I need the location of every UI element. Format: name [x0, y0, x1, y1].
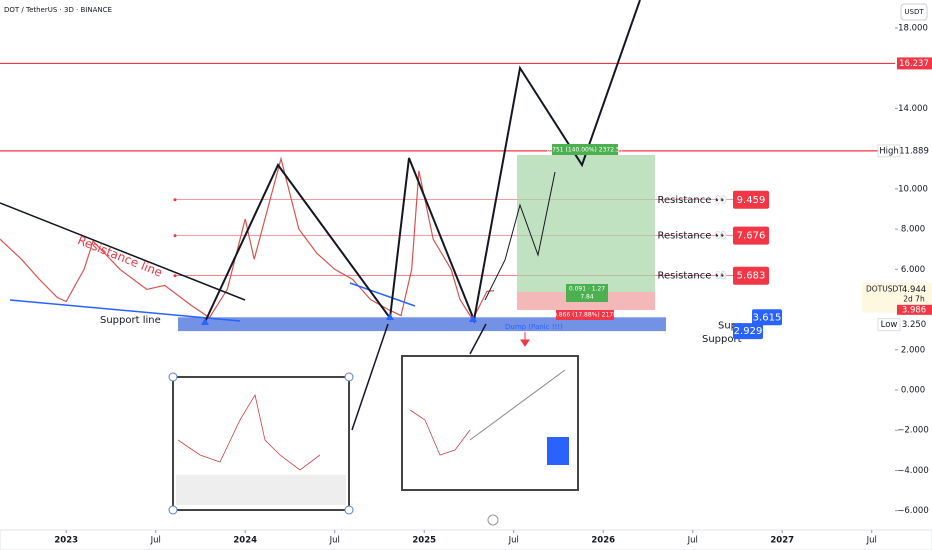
y-tick-label: −6.000 [897, 506, 928, 516]
ratio-label: 7.84 [580, 294, 594, 301]
x-tick-label: 2027 [770, 536, 794, 546]
down-arrow [520, 332, 530, 347]
profit-zone [517, 155, 655, 292]
handle [344, 372, 354, 382]
level-16-tag [897, 57, 932, 70]
x-tick-label: Jul [687, 536, 698, 546]
resistance-value: 5.683 [737, 271, 766, 282]
risk-box [556, 310, 614, 320]
y-tick-label: 6.000 [901, 265, 925, 275]
arrow [469, 323, 487, 355]
resistance-label: Resistance 👀 [657, 231, 727, 242]
level-dot [173, 198, 177, 202]
inset-line [469, 369, 566, 441]
prev-close-tag [897, 304, 932, 315]
y-tick-label: 10.000 [898, 184, 928, 194]
high-label: High [879, 146, 899, 156]
level-dot [173, 234, 177, 238]
low-tag [897, 318, 932, 331]
inset-box [547, 437, 569, 465]
x-tick-label: Jul [508, 536, 519, 546]
x-tick-label: Jul [329, 536, 340, 546]
y-tick-label: 8.000 [901, 225, 925, 235]
currency: USDT [904, 8, 924, 16]
high-badge [877, 144, 901, 158]
target-label: 6.751 (140.00%) 2372.57 [546, 147, 623, 154]
support-value: 3.615 [753, 312, 782, 323]
y-tick-label: 18.000 [898, 23, 928, 33]
resistance-tag [733, 190, 769, 209]
ratio-label: 0.091 · 1.27 [569, 286, 605, 293]
support-zone [178, 317, 666, 332]
arrow [351, 323, 389, 431]
countdown: 2d 7h [903, 295, 925, 304]
resistance-label: Resistance 👀 [657, 195, 727, 206]
support-tag [733, 323, 763, 340]
projection-small [484, 171, 556, 301]
dump-label: Dump (Panic !!!) [505, 323, 563, 331]
ratio-box [566, 284, 608, 302]
resistance-value: 7.676 [737, 231, 766, 242]
y-tick-label: −4.000 [897, 466, 928, 476]
x-tick-label: 2025 [412, 536, 436, 546]
high-value: 11.889 [899, 146, 929, 156]
resistance-value: 9.459 [737, 195, 766, 206]
wedge-line [349, 282, 416, 307]
prev-close-value: 3.986 [902, 305, 926, 315]
x-tick-label: 2026 [591, 536, 615, 546]
support-label: Support [702, 334, 742, 345]
resistance-tag [733, 226, 769, 245]
resistance-label: Resistance 👀 [657, 271, 727, 282]
last-price: 4.944 [902, 285, 926, 295]
support-value: 2.929 [734, 326, 763, 337]
level-16-value: 16.237 [899, 59, 929, 69]
inset-price [409, 409, 471, 456]
x-tick-label: Jul [150, 536, 161, 546]
support-label: Supp [718, 320, 743, 331]
series-name: DOTUSDT [866, 285, 903, 294]
handle [344, 505, 354, 515]
price-axis [895, 0, 932, 550]
low-value: 3.250 [902, 320, 926, 330]
time-axis [0, 529, 932, 550]
price-line [0, 156, 495, 321]
replay-icon [487, 514, 499, 526]
currency-badge [900, 3, 928, 21]
inset-price [177, 393, 321, 471]
y-tick-label: 2.000 [901, 345, 925, 355]
support-line-label: Support line [100, 315, 161, 326]
symbol-title: DOT / TetherUS · 3D · BINANCE [4, 6, 112, 14]
resistance-trendline [0, 202, 246, 301]
x-tick-label: Jul [866, 536, 877, 546]
handle [168, 505, 178, 515]
level-dot [173, 274, 177, 278]
inset-panel [176, 475, 346, 505]
support-tag [752, 309, 782, 326]
y-tick-label: 0.000 [901, 386, 925, 396]
low-badge [877, 318, 901, 332]
high-tag [897, 144, 932, 157]
x-tick-label: 2024 [233, 536, 257, 546]
risk-label: 0.866 (17.88%) 2178 [553, 312, 617, 319]
support-trendline [9, 299, 241, 322]
inset-image [401, 355, 579, 491]
target-box [552, 144, 618, 155]
y-tick-label: 14.000 [898, 104, 928, 114]
low-label: Low [881, 320, 898, 330]
handle [168, 372, 178, 382]
y-tick-label: −2.000 [897, 426, 928, 436]
x-tick-label: 2023 [54, 536, 78, 546]
resistance-tag [733, 266, 769, 285]
